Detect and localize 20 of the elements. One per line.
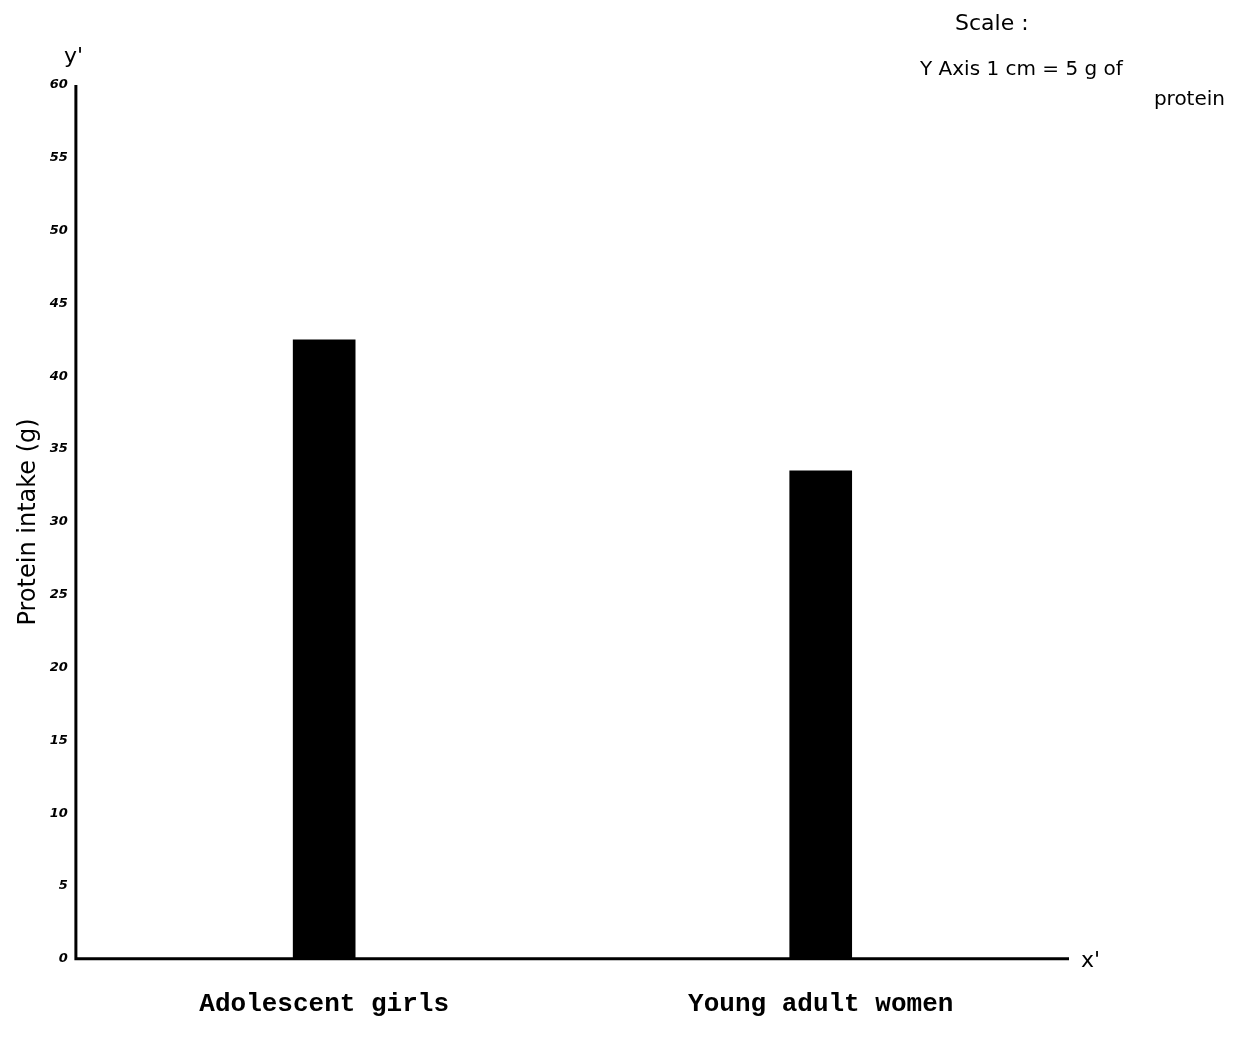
x-tick-label: Young adult women	[688, 988, 954, 1019]
text: x'	[1081, 946, 1101, 972]
y-axis-title: Protein intake (g)	[12, 418, 41, 626]
y-tick-label: 60	[49, 76, 68, 92]
y-tick-label: 50	[49, 222, 68, 238]
y-tick-label: 35	[49, 440, 68, 456]
text: Scale :	[955, 10, 1029, 35]
y-tick-label: 15	[49, 731, 68, 747]
y-tick-label: 30	[49, 513, 68, 529]
y-tick-label: 40	[48, 367, 68, 383]
y-tick-label: 20	[49, 658, 68, 674]
y-tick-label: 0	[58, 950, 68, 966]
y-tick-label: 45	[48, 294, 68, 310]
y-tick-label: 5	[58, 877, 68, 893]
x-tick-label: Adolescent girls	[199, 988, 449, 1019]
y-tick-label: 25	[49, 586, 68, 602]
y-tick-label: 10	[49, 804, 68, 820]
text: y'	[63, 43, 83, 68]
y-tick-label: 55	[49, 149, 68, 165]
text: Y Axis 1 cm = 5 g of protein	[920, 56, 1225, 110]
